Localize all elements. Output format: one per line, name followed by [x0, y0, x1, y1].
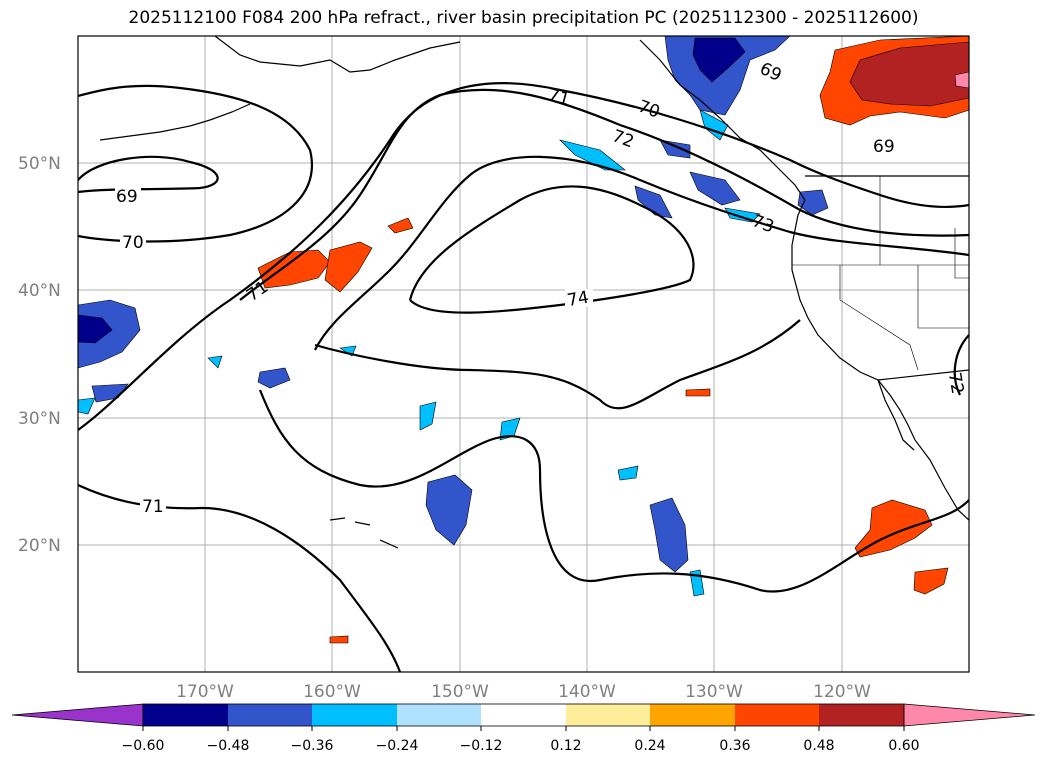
contour-72: [239, 88, 969, 301]
contour-label-72-east: 72: [944, 371, 967, 396]
colorbar: −0.60 −0.48 −0.36 −0.24 −0.12 0.12 0.24 …: [11, 703, 1036, 754]
precip-blob-east-1: [617, 465, 639, 481]
precip-area-band-1: [257, 249, 331, 289]
contour-label-69-west: 69: [116, 187, 138, 207]
lat-label-20n: 20°N: [18, 536, 61, 556]
lat-label-50n: 50°N: [18, 154, 61, 174]
coastline-alaska: [214, 36, 461, 73]
lon-label-140w: 140°W: [558, 682, 616, 702]
precip-area-band-2: [324, 241, 373, 293]
map-frame: [77, 35, 970, 673]
colorbar-tick-label: 0.36: [719, 738, 750, 754]
colorbar-tick-label: −0.36: [291, 738, 334, 754]
precip-area-streak-3: [689, 171, 741, 206]
precip-shading: [78, 36, 969, 644]
colorbar-segment: [735, 704, 819, 726]
precip-area-west-edge2: [78, 397, 96, 415]
contour-71-upper: [78, 82, 969, 431]
precip-area-wa: [797, 189, 829, 216]
precip-blob-2: [207, 355, 223, 369]
colorbar-segment: [481, 704, 566, 726]
contour-label-74: 74: [566, 288, 591, 311]
contour-73-outer: [314, 319, 801, 410]
contour-label-69-east: 69: [873, 137, 895, 157]
colorbar-tick-label: 0.60: [888, 738, 919, 754]
precip-area-streak-2: [659, 139, 691, 159]
precip-blob-east-2: [649, 497, 689, 573]
refractivity-contours: [78, 82, 969, 672]
contour-70-low: [78, 84, 313, 243]
precip-area-mexico-2: [913, 567, 949, 595]
coastline-baja: [877, 379, 915, 451]
coastline-hawaii: [329, 517, 399, 549]
precip-area-canada-pink: [954, 71, 969, 89]
map-area: [78, 36, 969, 672]
lon-label-160w: 160°W: [303, 682, 361, 702]
precip-area-west-edge: [91, 383, 129, 403]
colorbar-segment: [397, 704, 481, 726]
precip-area-bc-core: [692, 37, 746, 83]
contour-72-south: [258, 389, 969, 593]
lat-tick-labels: 50°N 40°N 30°N 20°N: [18, 154, 61, 556]
colorbar-tick-label: 0.48: [803, 738, 834, 754]
lat-label-30n: 30°N: [18, 409, 61, 429]
precip-area-canada-core: [849, 41, 969, 107]
colorbar-segment: [566, 704, 650, 726]
contour-71-lower: [78, 484, 402, 672]
colorbar-tick-label: −0.48: [207, 738, 250, 754]
coastline-aleutians: [99, 103, 251, 141]
lon-label-120w: 120°W: [813, 682, 871, 702]
colorbar-tick-label: −0.12: [460, 738, 503, 754]
lon-label-170w: 170°W: [176, 682, 234, 702]
lat-label-40n: 40°N: [18, 281, 61, 301]
lon-label-150w: 150°W: [431, 682, 489, 702]
colorbar-segment: [143, 704, 228, 726]
coastline-bc-alaska-panhandle: [639, 39, 806, 201]
precip-blob-pos-1: [685, 388, 711, 397]
colorbar-segment: [650, 704, 735, 726]
contour-label-71-south: 71: [142, 497, 164, 517]
precip-area-streak-5: [724, 207, 761, 223]
precip-area-band-3: [387, 217, 414, 234]
coastlines: [99, 36, 969, 549]
precip-area-west-core: [78, 314, 113, 344]
colorbar-tick-label: −0.24: [376, 738, 419, 754]
colorbar-extend-min: [11, 703, 144, 727]
colorbar-tick-label: 0.24: [634, 738, 665, 754]
coastline-us-west: [791, 199, 969, 521]
contour-label-70-west: 70: [122, 233, 144, 253]
precip-blob-pos-2: [329, 635, 349, 644]
contour-73: [314, 155, 969, 351]
precip-area-streak-4: [634, 185, 673, 219]
colorbar-tick-label: −0.60: [122, 738, 165, 754]
colorbar-segment: [312, 704, 397, 726]
map-title: 2025112100 F084 200 hPa refract., river …: [128, 8, 919, 28]
lon-tick-labels: 170°W 160°W 150°W 140°W 130°W 120°W: [176, 682, 871, 702]
precip-blob-4: [419, 401, 437, 431]
lon-label-130w: 130°W: [685, 682, 743, 702]
colorbar-tick-label: 0.12: [550, 738, 581, 754]
colorbar-segment: [228, 704, 312, 726]
colorbar-extend-max: [903, 703, 1036, 727]
colorbar-segment: [819, 704, 904, 726]
contour-labels: 69 70 71 71 71 72 73 74 70 69 69 72: [115, 59, 967, 517]
contour-72-east: [953, 334, 969, 396]
contour-74: [408, 185, 695, 314]
state-borders: [792, 176, 969, 371]
gridlines: [78, 36, 969, 672]
precip-blob-hawaii-east: [425, 474, 473, 546]
precip-blob-1: [257, 367, 291, 389]
colorbar-ticks: [142, 726, 905, 731]
